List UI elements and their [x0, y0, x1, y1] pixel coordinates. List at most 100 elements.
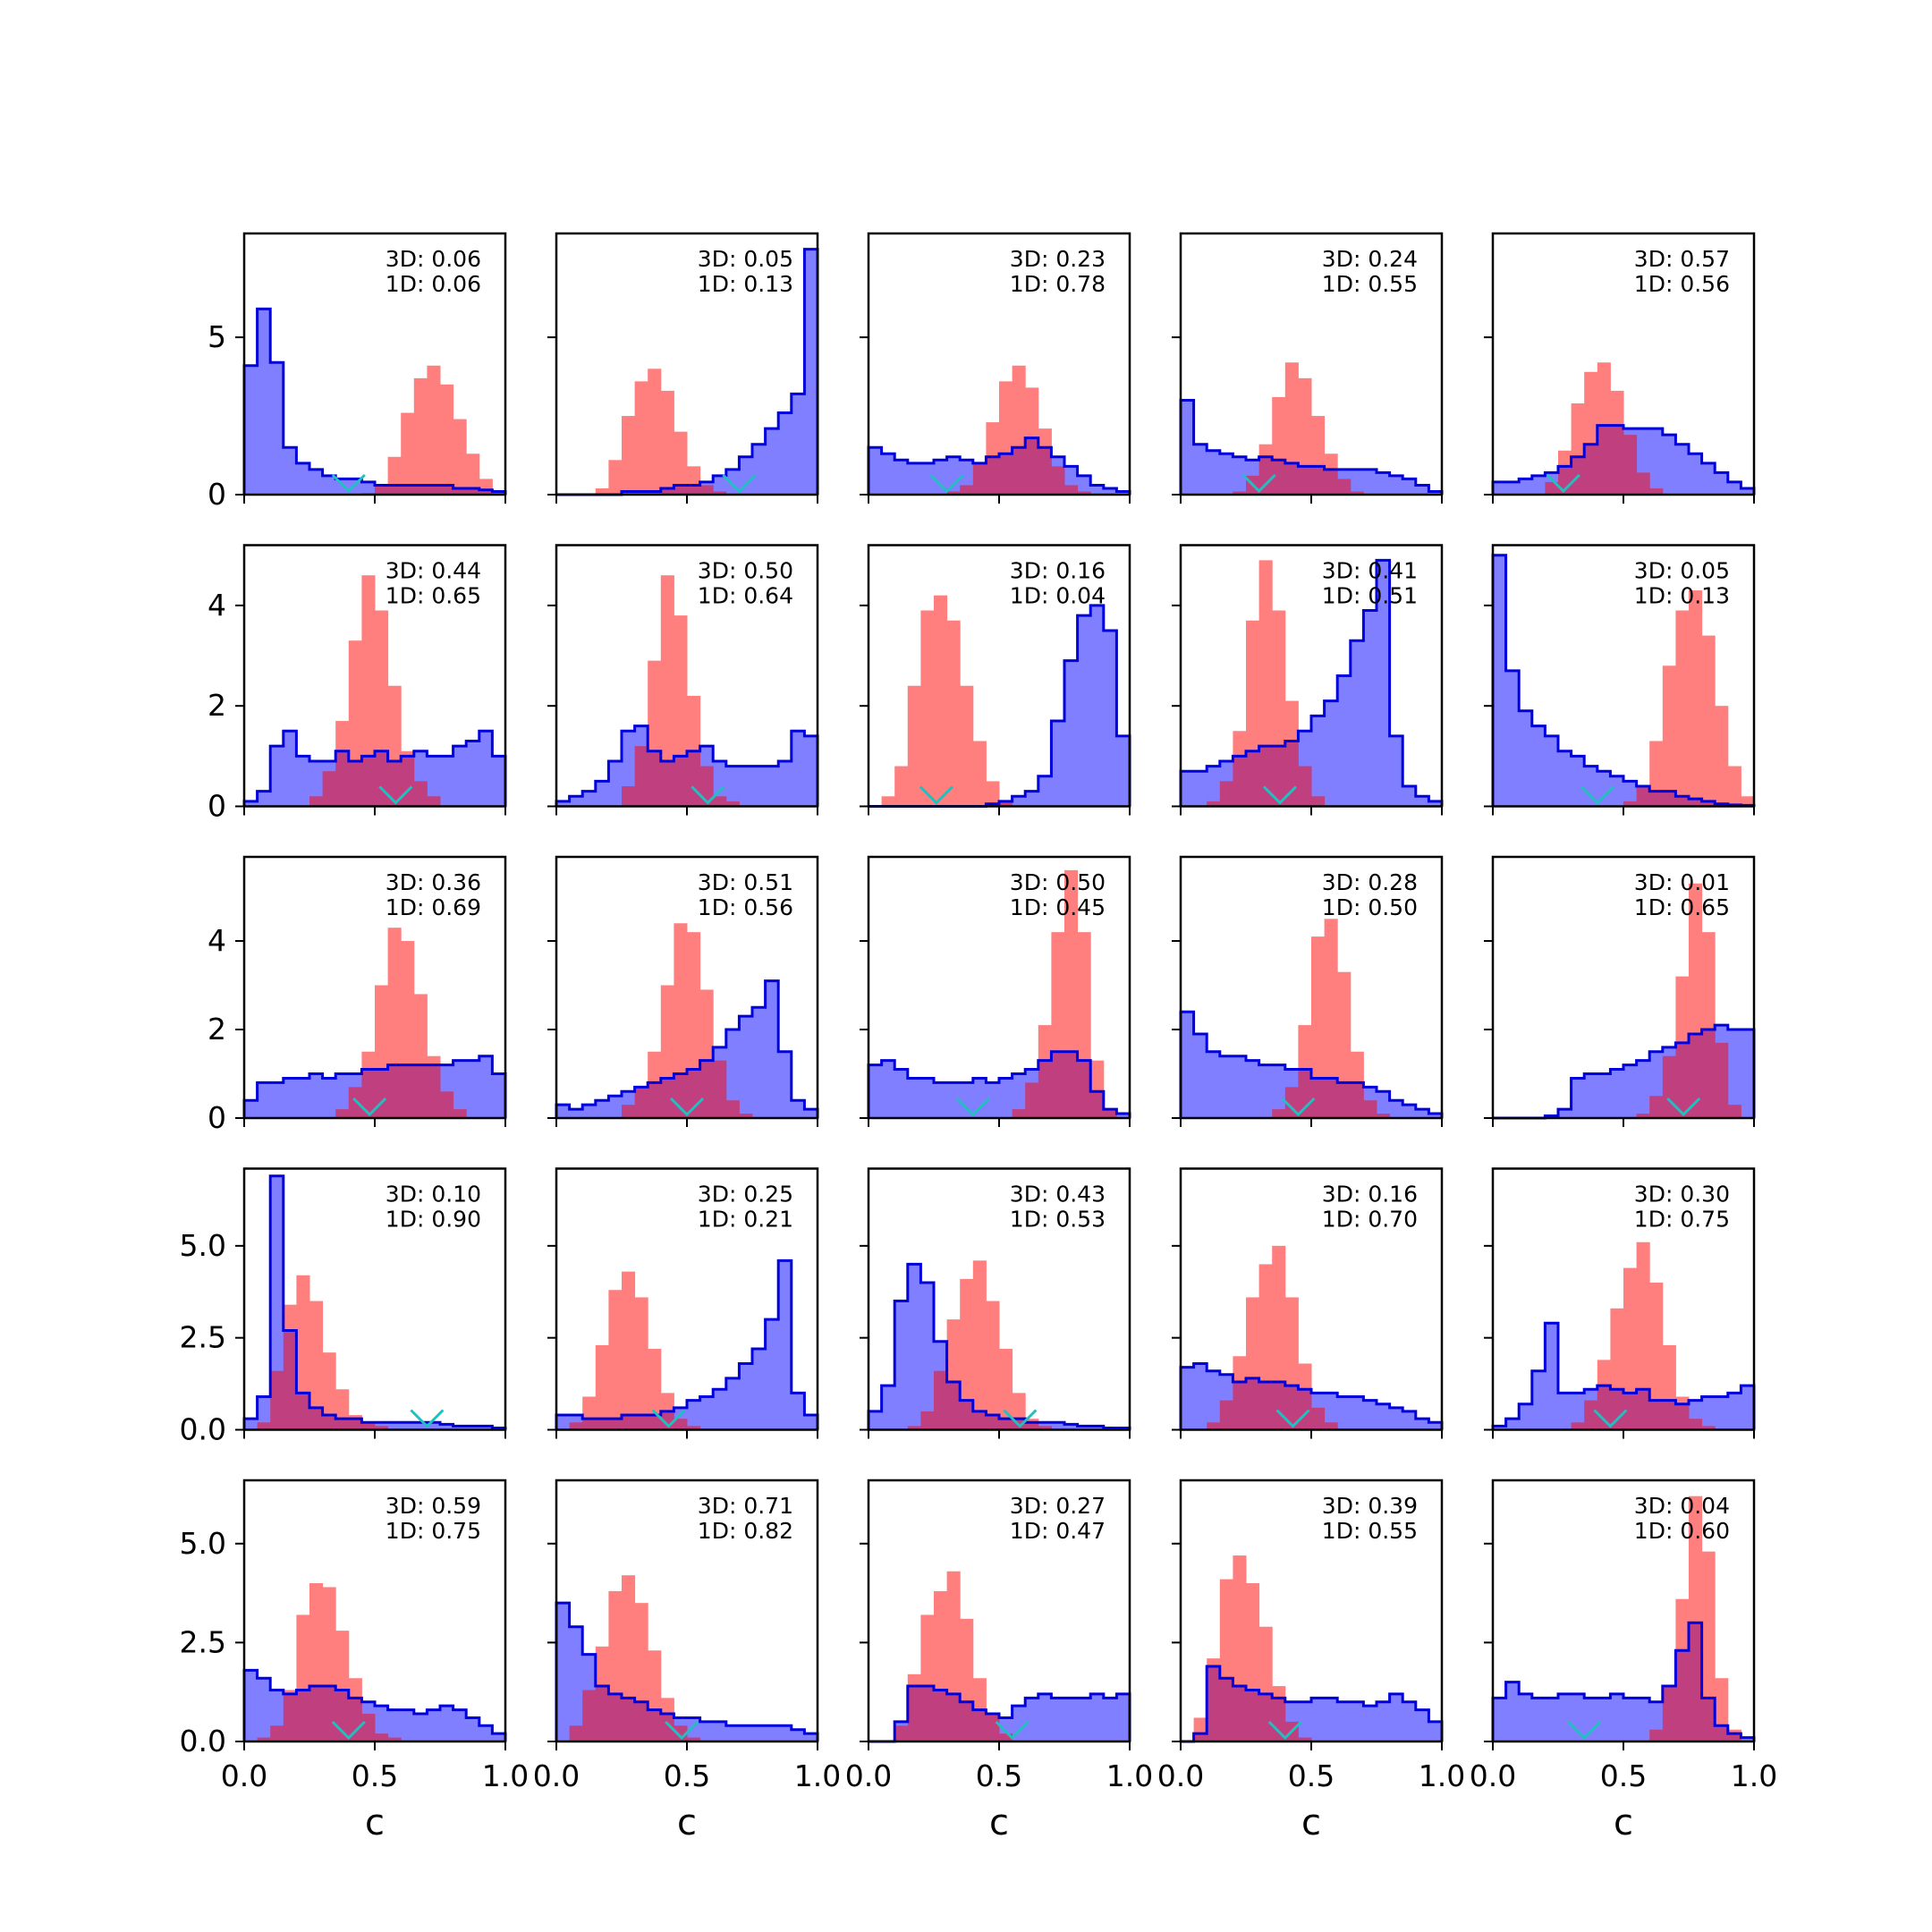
- red-bar: [660, 985, 674, 1079]
- blue-bar: [1064, 1424, 1079, 1430]
- blue-bar: [1649, 428, 1664, 495]
- blue-bar: [1193, 1033, 1208, 1118]
- blue-bar: [778, 760, 792, 807]
- overlap-bar: [322, 1415, 336, 1430]
- red-bar: [881, 796, 895, 807]
- blue-bar: [1337, 1701, 1352, 1741]
- overlap-bar: [453, 487, 467, 495]
- blue-bar: [1389, 475, 1403, 495]
- red-bar: [1012, 365, 1026, 448]
- blue-bar: [453, 1060, 467, 1118]
- overlap-bar: [1038, 1060, 1052, 1118]
- overlap-bar: [348, 1419, 362, 1430]
- blue-step-outline: [1491, 1621, 1756, 1741]
- x-tick-label: 0.5: [1600, 1758, 1647, 1793]
- overlap-bar: [569, 1725, 583, 1741]
- red-bar: [479, 479, 493, 490]
- red-bar: [1284, 1297, 1299, 1386]
- red-bar: [1064, 869, 1079, 1052]
- overlap-bar: [699, 485, 714, 495]
- blue-bar: [1428, 801, 1443, 807]
- overlap-bar: [401, 1064, 415, 1118]
- overlap-bar: [1649, 487, 1664, 495]
- overlap-bar: [907, 1686, 921, 1741]
- overlap-bar: [375, 750, 389, 807]
- overlap-bar: [687, 1426, 701, 1430]
- blue-bar: [1493, 1426, 1507, 1430]
- red-bar: [1689, 1496, 1703, 1623]
- blue-bar: [1246, 1060, 1260, 1118]
- overlap-bar: [1350, 491, 1364, 495]
- blue-bar: [725, 1725, 740, 1741]
- blue-bar: [1741, 1385, 1755, 1430]
- overlap-bar: [1298, 466, 1312, 495]
- blue-bar: [440, 1424, 454, 1430]
- marker-chevron: [929, 473, 964, 494]
- blue-bar: [595, 781, 609, 807]
- overlap-bar: [960, 1701, 974, 1741]
- blue-step-outline: [242, 1668, 507, 1741]
- red-bar: [699, 989, 714, 1061]
- blue-bar: [804, 1733, 818, 1741]
- overlap-bar: [1258, 1693, 1273, 1741]
- x-axis-label: c: [989, 1802, 1009, 1843]
- red-bar: [1610, 390, 1624, 426]
- blue-bar: [1715, 1396, 1729, 1430]
- blue-bar: [453, 1709, 467, 1741]
- y-tick-label: 0.0: [180, 1412, 226, 1447]
- overlap-bar: [309, 1407, 324, 1430]
- red-bar: [387, 685, 402, 761]
- overlap-bar: [1610, 1389, 1624, 1430]
- red-bar: [687, 932, 701, 1070]
- red-bar: [1272, 396, 1286, 461]
- score-1d: 1D: 0.90: [386, 1207, 481, 1233]
- overlap-bar: [1246, 1377, 1260, 1430]
- blue-bar: [1051, 1698, 1065, 1741]
- red-bar: [1246, 1297, 1260, 1378]
- blue-bar: [699, 1396, 714, 1430]
- red-bar: [674, 431, 688, 486]
- blue-bar: [322, 1078, 336, 1118]
- overlap-bar: [361, 756, 376, 807]
- blue-bar: [1363, 469, 1377, 495]
- score-1d: 1D: 0.13: [698, 271, 793, 297]
- overlap-bar: [1337, 1082, 1352, 1118]
- overlap-bar: [1701, 801, 1716, 807]
- blue-bar: [1207, 450, 1221, 495]
- red-bar: [648, 369, 662, 492]
- red-bar: [1337, 971, 1352, 1083]
- score-1d: 1D: 0.75: [386, 1518, 481, 1544]
- red-bar: [1284, 700, 1299, 741]
- blue-bar: [739, 1725, 753, 1741]
- blue-bar: [244, 1419, 258, 1430]
- blue-bar: [257, 1678, 271, 1741]
- overlap-bar: [1077, 491, 1091, 495]
- overlap-bar: [1090, 1091, 1105, 1118]
- overlap-bar: [1298, 1389, 1312, 1430]
- overlap-bar: [1311, 1407, 1326, 1430]
- blue-bar: [283, 731, 297, 807]
- blue-bar: [479, 1055, 493, 1118]
- blue-bar: [1103, 630, 1117, 807]
- red-bar: [387, 928, 402, 1065]
- red-bar: [466, 453, 480, 488]
- blue-bar: [1103, 1698, 1117, 1741]
- blue-bar: [765, 1725, 779, 1741]
- blue-bar: [1324, 1393, 1338, 1430]
- score-3d: 3D: 0.50: [1010, 869, 1106, 895]
- red-bar: [1558, 450, 1572, 467]
- score-3d: 3D: 0.43: [1010, 1182, 1106, 1208]
- red-bar: [296, 1275, 310, 1394]
- blue-bar: [296, 756, 310, 807]
- red-bar: [946, 1319, 961, 1383]
- overlap-bar: [492, 491, 506, 495]
- red-bar: [660, 1393, 674, 1411]
- marker-chevron: [1567, 1720, 1602, 1741]
- overlap-bar: [1311, 466, 1326, 495]
- blue-bar: [778, 1051, 792, 1118]
- overlap-bar: [335, 1109, 350, 1118]
- overlap-bar: [1623, 435, 1638, 495]
- blue-bar: [479, 1426, 493, 1430]
